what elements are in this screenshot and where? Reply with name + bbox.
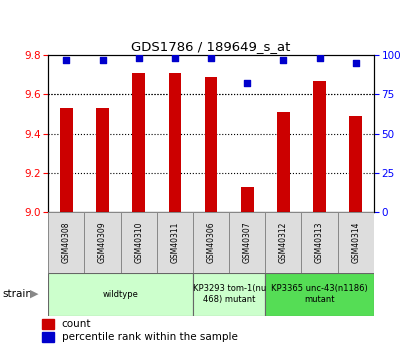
- Text: GSM40312: GSM40312: [279, 222, 288, 263]
- Bar: [168, 73, 181, 212]
- Bar: [277, 112, 290, 212]
- FancyBboxPatch shape: [157, 212, 193, 273]
- Text: GSM40310: GSM40310: [134, 221, 143, 263]
- FancyBboxPatch shape: [338, 212, 374, 273]
- Text: GSM40308: GSM40308: [62, 221, 71, 263]
- Bar: [132, 73, 145, 212]
- Text: KP3365 unc-43(n1186)
mutant: KP3365 unc-43(n1186) mutant: [271, 284, 368, 304]
- Point: [316, 56, 323, 61]
- FancyBboxPatch shape: [302, 212, 338, 273]
- FancyBboxPatch shape: [193, 212, 229, 273]
- Point: [63, 57, 70, 63]
- Text: GSM40313: GSM40313: [315, 221, 324, 263]
- Text: GSM40314: GSM40314: [351, 221, 360, 263]
- Text: count: count: [62, 319, 91, 329]
- Bar: [349, 116, 362, 212]
- Title: GDS1786 / 189649_s_at: GDS1786 / 189649_s_at: [131, 40, 291, 53]
- Text: KP3293 tom-1(nu
468) mutant: KP3293 tom-1(nu 468) mutant: [192, 284, 266, 304]
- FancyBboxPatch shape: [48, 212, 84, 273]
- Text: GSM40306: GSM40306: [207, 221, 215, 263]
- Point: [171, 56, 178, 61]
- Text: GSM40309: GSM40309: [98, 221, 107, 263]
- Text: wildtype: wildtype: [103, 289, 139, 299]
- Bar: [42, 332, 55, 342]
- FancyBboxPatch shape: [265, 212, 302, 273]
- Point: [244, 81, 251, 86]
- Bar: [205, 77, 218, 212]
- Point: [280, 57, 287, 63]
- FancyBboxPatch shape: [229, 212, 265, 273]
- FancyBboxPatch shape: [265, 273, 374, 316]
- FancyBboxPatch shape: [121, 212, 157, 273]
- Point: [208, 56, 215, 61]
- FancyBboxPatch shape: [48, 273, 193, 316]
- Bar: [241, 187, 254, 212]
- Text: GSM40311: GSM40311: [171, 222, 179, 263]
- Text: GSM40307: GSM40307: [243, 221, 252, 263]
- Point: [99, 57, 106, 63]
- Point: [352, 60, 359, 66]
- Text: strain: strain: [2, 289, 32, 299]
- Point: [135, 56, 142, 61]
- Text: percentile rank within the sample: percentile rank within the sample: [62, 332, 238, 342]
- Bar: [313, 81, 326, 212]
- Bar: [42, 319, 55, 329]
- FancyBboxPatch shape: [84, 212, 121, 273]
- Bar: [96, 108, 109, 212]
- Bar: [60, 108, 73, 212]
- Text: ▶: ▶: [30, 289, 39, 299]
- FancyBboxPatch shape: [193, 273, 265, 316]
